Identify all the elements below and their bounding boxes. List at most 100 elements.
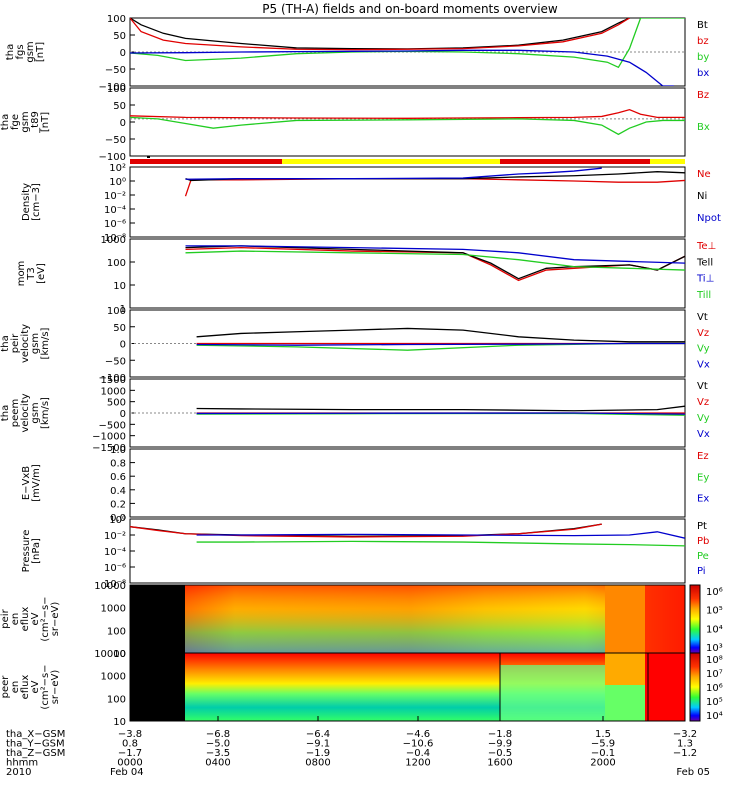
ytick-label: 1.0 bbox=[110, 445, 126, 456]
ytick-label: 0.4 bbox=[110, 486, 126, 497]
xaxis-value: −6.4 bbox=[306, 729, 330, 740]
ylabel-line: fgs bbox=[15, 44, 26, 59]
legend-Te⊥: Te⊥ bbox=[696, 241, 716, 252]
xaxis-value: −5.9 bbox=[591, 739, 615, 750]
ytick-label: −50 bbox=[105, 65, 126, 76]
series-Ne-line bbox=[184, 178, 685, 197]
plot-frame bbox=[129, 166, 686, 238]
legend-Vy: Vy bbox=[697, 413, 710, 424]
legend-Pe: Pe bbox=[697, 551, 709, 562]
plot-frame bbox=[129, 87, 686, 157]
xaxis-value: −1.9 bbox=[306, 748, 330, 759]
xaxis-value: −3.2 bbox=[673, 729, 697, 740]
legend-Till: Till bbox=[696, 290, 711, 301]
ylabel: E−VxB[mV/m] bbox=[21, 464, 42, 502]
series-Vt-line bbox=[196, 327, 685, 343]
xaxis-value: 1.5 bbox=[595, 729, 611, 740]
ylabel-line: [eV] bbox=[36, 263, 47, 284]
mode-bar bbox=[130, 156, 685, 164]
xaxis-value: −9.1 bbox=[306, 739, 330, 750]
ylabel-line: eflux bbox=[20, 675, 31, 700]
xaxis-value: 1200 bbox=[405, 758, 430, 769]
ytick-label: 1000 bbox=[101, 386, 126, 397]
ytick-label: 10⁻⁸ bbox=[104, 579, 126, 590]
ytick-label: 10⁻⁶ bbox=[104, 219, 126, 230]
series-Bz-line bbox=[130, 108, 685, 119]
ytick-label: 100 bbox=[107, 258, 126, 269]
ylabel-line: sr−eV) bbox=[50, 670, 61, 705]
ylabel-line: sr−eV) bbox=[50, 602, 61, 637]
series-by-line bbox=[130, 18, 685, 69]
series-Npot-line bbox=[185, 167, 602, 180]
legend-Ti⊥: Ti⊥ bbox=[696, 274, 714, 285]
legend-Pb: Pb bbox=[697, 536, 709, 547]
ytick-label: 1 bbox=[120, 304, 126, 315]
xaxis-value: Feb 04 bbox=[110, 767, 144, 778]
series-Vt-line bbox=[196, 405, 685, 412]
legend-Bx: Bx bbox=[697, 122, 710, 133]
ytick-label: 100 bbox=[107, 626, 126, 637]
legend-Vy: Vy bbox=[697, 344, 710, 355]
ytick-label: −1500 bbox=[92, 443, 126, 454]
ytick-label: 10 bbox=[113, 717, 126, 728]
plot-frame bbox=[129, 518, 686, 584]
ytick-label: 10000 bbox=[94, 581, 126, 592]
ytick-label: 500 bbox=[107, 398, 126, 409]
series-bx-line bbox=[130, 49, 674, 86]
xaxis-value: 0000 bbox=[117, 758, 142, 769]
legend-Pt: Pt bbox=[697, 521, 707, 532]
legend-Vt: Vt bbox=[697, 312, 708, 323]
xaxis-value: −1.8 bbox=[488, 729, 512, 740]
ylabel-line: _t89 bbox=[30, 111, 41, 134]
xaxis-value: −6.8 bbox=[206, 729, 230, 740]
plot-frame bbox=[129, 448, 686, 518]
ytick-label: 50 bbox=[113, 101, 126, 112]
legend-Bz: Bz bbox=[697, 90, 709, 101]
series-Ti⊥-line bbox=[185, 245, 685, 264]
xaxis-value: 0.8 bbox=[122, 739, 138, 750]
xaxis-row-label: hhmm bbox=[6, 758, 38, 769]
ytick-label: −1000 bbox=[92, 432, 126, 443]
xaxis-value: −5.0 bbox=[206, 739, 230, 750]
series-Pb-line bbox=[130, 523, 602, 538]
ylabel-line: peem bbox=[10, 399, 21, 427]
xaxis-value: 1.3 bbox=[677, 739, 693, 750]
ytick-label: 0.6 bbox=[110, 472, 126, 483]
electron-colorbar bbox=[689, 652, 701, 722]
series-Pi-line bbox=[196, 531, 685, 539]
ylabel-line: Density bbox=[21, 183, 32, 221]
ylabel-line: [km/s] bbox=[40, 327, 51, 359]
ytick-label: 10⁰ bbox=[109, 177, 126, 188]
series-Pe-line bbox=[196, 540, 685, 547]
legend-Vt: Vt bbox=[697, 381, 708, 392]
ylabel: thapeirvelocitygsm[km/s] bbox=[0, 324, 51, 363]
xaxis-value: −9.9 bbox=[488, 739, 512, 750]
ylabel-line: tha bbox=[0, 335, 11, 351]
xaxis-row-label: 2010 bbox=[6, 767, 31, 778]
legend-Ex: Ex bbox=[697, 494, 709, 505]
ylabel-line: Pressure bbox=[21, 530, 32, 573]
ytick-label: 0 bbox=[120, 48, 126, 59]
ytick-label: 10⁻² bbox=[104, 531, 126, 542]
ylabel-line: tha bbox=[0, 114, 11, 130]
ytick-label: 10 bbox=[113, 649, 126, 660]
ylabel-line: mom bbox=[16, 261, 27, 287]
panel-e-vxb: E−VxB[mV/m] 1.0 0.8 0.6 0.4 0.2 0.0 Ez Ey Ex bbox=[21, 445, 709, 524]
ylabel-line: gsm bbox=[25, 41, 36, 62]
xaxis-value: −0.5 bbox=[488, 748, 512, 759]
xaxis-row-label: tha_Z−GSM bbox=[6, 748, 65, 759]
panel-density: Density[cm−3] 10² 10⁰ 10⁻² 10⁻⁴ 10⁻⁶ 10⁻⁸ Ne Ni N… bbox=[21, 163, 721, 244]
series-Till-line bbox=[185, 250, 685, 271]
ylabel-line: gsm bbox=[20, 111, 31, 132]
ylabel-line: tha bbox=[0, 679, 1, 695]
ylabel: thapeemvelocitygsm[km/s] bbox=[0, 393, 51, 432]
ytick-label: −50 bbox=[105, 356, 126, 367]
ytick-label: 10 bbox=[113, 281, 126, 292]
xaxis-value: 1600 bbox=[487, 758, 512, 769]
ytick-label: 1000 bbox=[101, 235, 126, 246]
ytick-label: 0 bbox=[120, 340, 126, 351]
colorbar-label: 10⁴ bbox=[706, 624, 723, 635]
legend-Vx: Vx bbox=[697, 429, 710, 440]
ylabel-line: eflux bbox=[20, 607, 31, 632]
